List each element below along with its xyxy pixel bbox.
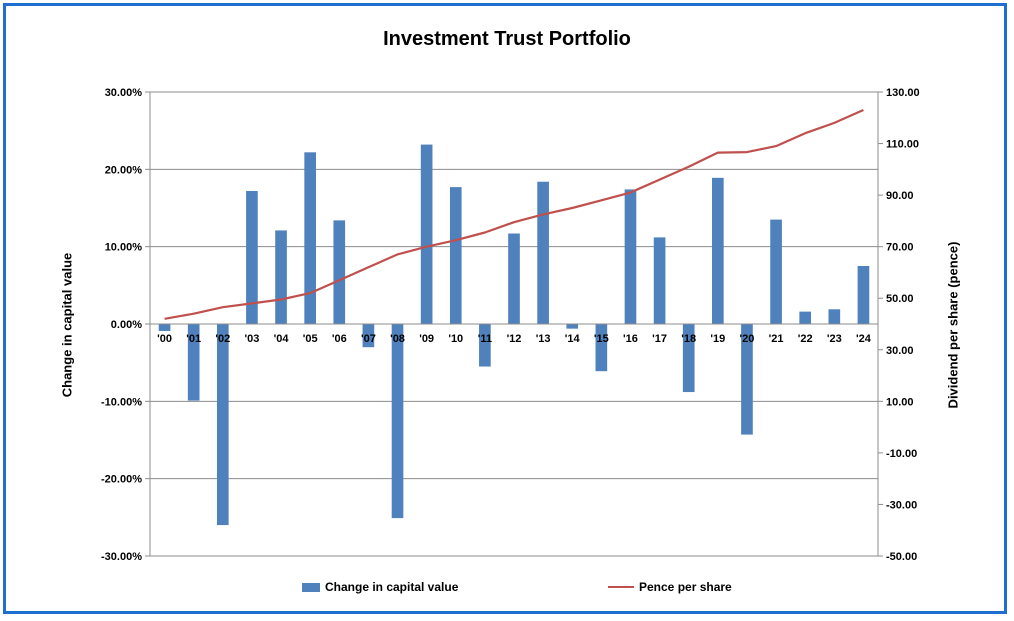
y-tick-right: -30.00 (886, 499, 917, 511)
bar (537, 181, 549, 324)
bar (770, 219, 782, 324)
x-tick-label: '21 (769, 333, 784, 345)
y-tick-right: -50.00 (886, 551, 917, 563)
x-tick-label: '22 (798, 333, 813, 345)
legend-swatch-bar (302, 582, 320, 592)
x-tick-label: '06 (332, 333, 347, 345)
x-tick-label: '17 (652, 333, 667, 345)
x-tick-label: '04 (274, 333, 290, 345)
bar (275, 230, 287, 324)
bar (391, 324, 404, 519)
bar (566, 324, 579, 329)
y-tick-right: 130.00 (886, 87, 920, 99)
bar (624, 189, 637, 324)
bar (828, 309, 841, 324)
x-tick-label: '18 (681, 333, 696, 345)
pence-line (164, 108, 864, 320)
bar (508, 233, 520, 324)
y-tick-right: 70.00 (886, 242, 914, 254)
x-tick-label: '09 (419, 333, 434, 345)
y-tick-left: -10.00% (101, 396, 142, 408)
x-tick-label: '07 (361, 333, 376, 345)
x-tick-label: '23 (827, 333, 842, 345)
bar (479, 324, 491, 367)
x-tick-label: '08 (390, 333, 405, 345)
bar (362, 324, 375, 348)
y-tick-left: -20.00% (101, 474, 142, 486)
bar (682, 324, 695, 393)
x-tick-label: '11 (478, 333, 492, 345)
y-tick-right: 90.00 (886, 190, 914, 202)
x-tick-label: '03 (244, 333, 259, 345)
y-tick-right: 50.00 (886, 293, 914, 305)
bar (333, 220, 346, 324)
bar (857, 266, 870, 324)
legend-label-pence: Pence per share (639, 580, 732, 594)
bar (449, 187, 462, 324)
bar (741, 324, 753, 435)
y-tick-left: 30.00% (105, 87, 143, 99)
y-tick-right: 110.00 (886, 139, 919, 151)
chart-frame (3, 3, 1007, 614)
legend-label-capital: Change in capital value (325, 580, 459, 594)
x-tick-label: '16 (623, 333, 638, 345)
y-tick-right: 30.00 (886, 345, 914, 357)
bar (187, 324, 200, 401)
x-tick-label: '13 (536, 333, 551, 345)
bar (216, 324, 229, 526)
y-tick-left: 10.00% (105, 242, 143, 254)
legend-item-pence: Pence per share (608, 580, 732, 594)
x-tick-label: '24 (856, 333, 872, 345)
bar (304, 152, 316, 324)
bar (595, 324, 608, 372)
legend-swatch-line (608, 586, 634, 588)
bar (420, 144, 433, 324)
y-tick-right: 10.00 (886, 396, 914, 408)
x-tick-label: '19 (710, 333, 725, 345)
bar (712, 177, 724, 324)
chart-title: Investment Trust Portfolio (383, 28, 631, 50)
x-tick-label: '02 (215, 333, 230, 345)
bar (653, 237, 666, 324)
x-tick-label: '20 (740, 333, 755, 345)
x-tick-label: '00 (157, 333, 172, 345)
legend-item-capital: Change in capital value (302, 580, 458, 594)
x-tick-label: '15 (594, 333, 609, 345)
y-tick-left: -30.00% (101, 551, 142, 563)
x-tick-label: '10 (448, 333, 463, 345)
bar (799, 311, 812, 324)
bar (246, 190, 258, 324)
y-tick-right: -10.00 (886, 448, 917, 460)
x-tick-label: '01 (186, 333, 201, 345)
y-tick-left: 20.00% (105, 164, 143, 176)
x-tick-label: '14 (565, 333, 581, 345)
x-tick-label: '05 (303, 333, 318, 345)
x-tick-label: '12 (507, 333, 522, 345)
y-tick-left: 0.00% (111, 319, 142, 331)
bar (158, 324, 171, 331)
